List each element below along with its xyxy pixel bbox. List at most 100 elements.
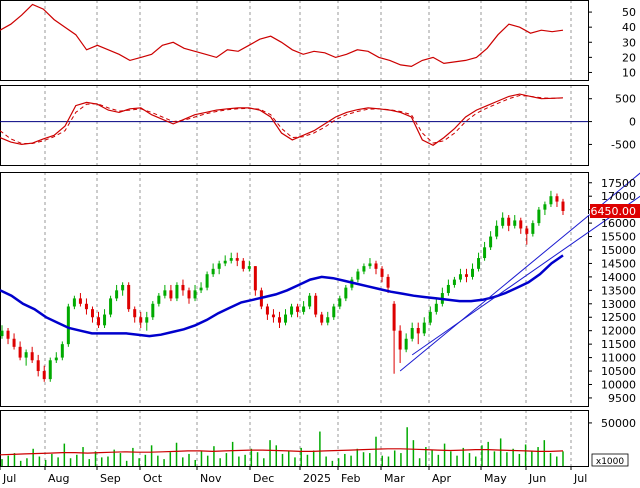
x-tick-label: May [484, 472, 507, 485]
candle-body [344, 287, 348, 299]
candle-body [0, 330, 4, 337]
y-tick-label: 14000 [601, 271, 636, 284]
macd-line [0, 93, 564, 146]
candle-body [66, 306, 70, 345]
candle-body [422, 322, 426, 334]
candle-body [519, 220, 523, 229]
candle-body [127, 284, 131, 310]
candle-body [525, 228, 529, 234]
candle-body [90, 309, 94, 318]
candle-body [24, 352, 28, 358]
y-tick-label: 16000 [601, 217, 636, 230]
candle-body [308, 295, 312, 307]
y-tick-label: 13000 [601, 298, 636, 311]
volume-unit-label: x1000 [596, 457, 625, 467]
candle-body [549, 196, 553, 205]
candle-body [374, 263, 378, 269]
candle-body [181, 284, 185, 291]
y-tick-label: 9500 [608, 392, 636, 405]
candle-body [452, 279, 456, 285]
x-tick-label: Apr [432, 472, 452, 485]
candle-body [513, 220, 517, 226]
candle-body [133, 309, 137, 318]
x-tick-label: Jul [2, 472, 16, 485]
y-tick-label: 10000 [601, 378, 636, 391]
candle-body [97, 317, 101, 326]
candle-body [537, 209, 541, 224]
candle-body [543, 204, 547, 210]
candle-body [187, 290, 191, 299]
candle-body [471, 268, 475, 277]
axis-layer: 50403020105000-5001750017000165001600015… [0, 6, 640, 485]
candle-body [326, 317, 330, 323]
candle-body [380, 268, 384, 277]
marks-layer [0, 3, 640, 466]
candle-body [121, 284, 125, 291]
candle-body [241, 260, 245, 269]
y-tick-label: 14500 [601, 257, 636, 270]
y-tick-label: 20 [622, 51, 636, 64]
panel-frame-rsi [0, 0, 589, 81]
candle-body [555, 196, 559, 202]
candle-body [398, 330, 402, 350]
candle-body [139, 317, 143, 323]
x-tick-label: Jul [573, 472, 587, 485]
candle-body [314, 295, 318, 315]
candle-body [265, 306, 269, 315]
rsi-line [0, 3, 564, 68]
candle-body [175, 284, 179, 299]
candle-body [157, 295, 161, 304]
y-tick-label: 17500 [601, 177, 636, 190]
candle-body [404, 338, 408, 350]
candle-body [483, 247, 487, 259]
candle-body [446, 284, 450, 294]
last-price-label: 16450.00 [584, 205, 637, 218]
grid-layer [44, 0, 572, 466]
candle-body [561, 201, 565, 211]
candle-body [72, 298, 76, 307]
candle-body [277, 317, 281, 323]
candle-body [356, 271, 360, 280]
candle-body [115, 290, 119, 299]
candle-body [271, 314, 275, 318]
y-tick-label: 15500 [601, 231, 636, 244]
panel-frame-volume [0, 410, 589, 467]
y-tick-label: -500 [611, 138, 636, 151]
candle-body [48, 360, 52, 380]
candle-body [60, 344, 64, 358]
y-tick-label: 10500 [601, 365, 636, 378]
last-price-tag [590, 204, 640, 218]
candle-body [507, 217, 511, 226]
candle-body [296, 306, 300, 312]
candle-body [235, 258, 239, 261]
y-tick-label: 11500 [601, 338, 636, 351]
y-tick-label: 40 [622, 21, 636, 34]
candle-body [205, 274, 209, 288]
candle-body [434, 303, 438, 312]
candle-body [109, 298, 113, 315]
candle-body [464, 274, 468, 277]
volume-unit-box [591, 453, 629, 467]
candle-body [217, 263, 221, 269]
candle-body [12, 338, 16, 347]
y-tick-label: 10 [622, 66, 636, 79]
candle-body [103, 314, 107, 326]
panel-frame-price [0, 172, 589, 407]
y-tick-label: 12500 [601, 311, 636, 324]
candle-body [151, 303, 155, 318]
candle-body [42, 371, 46, 380]
x-tick-label: Dec [253, 472, 274, 485]
candle-body [18, 346, 22, 358]
y-tick-label: 11000 [601, 352, 636, 365]
candle-body [229, 258, 233, 261]
candle-body [78, 298, 82, 304]
candle-body [54, 357, 58, 361]
y-tick-label: 13500 [601, 284, 636, 297]
x-tick-label: Nov [200, 472, 222, 485]
candle-body [501, 217, 505, 226]
candle-body [410, 328, 414, 339]
x-tick-label: Jun [528, 472, 546, 485]
y-tick-label: 12000 [601, 325, 636, 338]
candle-body [489, 236, 493, 248]
candle-body [495, 225, 499, 237]
